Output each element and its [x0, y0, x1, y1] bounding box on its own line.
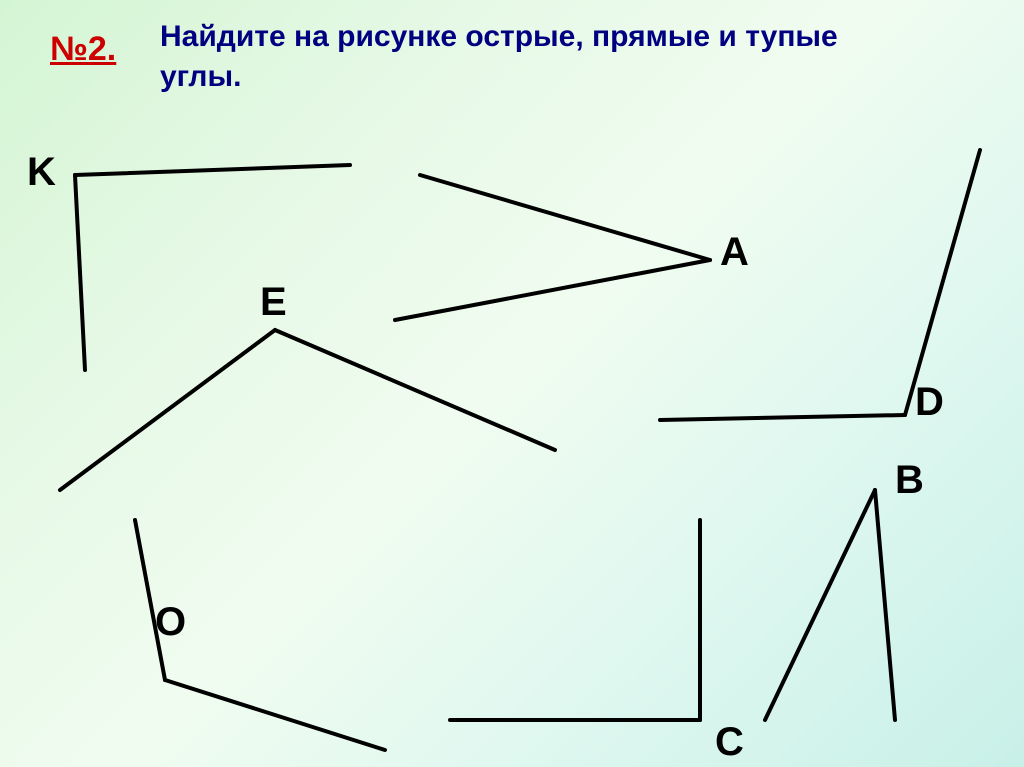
label-D: D — [915, 380, 944, 425]
label-A: A — [720, 230, 749, 275]
angles-diagram — [0, 0, 1024, 767]
label-B: B — [895, 458, 924, 503]
label-O: O — [155, 600, 186, 645]
label-C: C — [715, 720, 744, 765]
label-K: K — [27, 150, 56, 195]
label-E: E — [260, 280, 287, 325]
